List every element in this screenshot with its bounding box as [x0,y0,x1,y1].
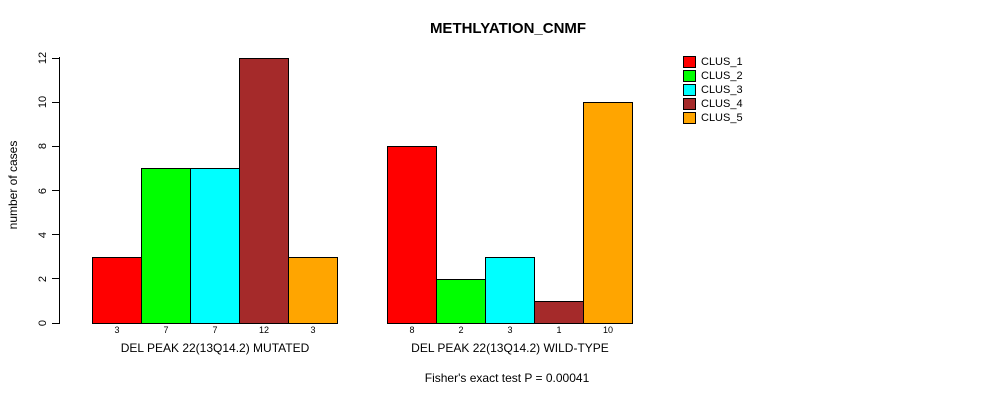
bar-value-label: 2 [458,325,464,335]
legend-item-clus_1: CLUS_1 [683,55,743,69]
y-axis-title: number of cases [6,140,20,230]
y-tick [52,322,59,324]
chart-title: METHLYATION_CNMF [429,20,587,37]
y-tick [52,190,59,191]
bar-clus_5-group1 [288,257,338,324]
legend-label-clus_1: CLUS_1 [701,56,743,68]
bar-clus_3-group1 [190,168,240,324]
legend-label-clus_4: CLUS_4 [701,98,743,110]
y-tick-label: 8 [37,143,49,150]
bar-clus_1-group2 [387,146,437,324]
legend-label-clus_3: CLUS_3 [701,84,743,96]
bar-value-label: 3 [507,325,513,335]
y-tick [52,57,59,59]
legend-label-clus_5: CLUS_5 [701,112,743,124]
bar-value-label: 8 [409,325,415,335]
bar-value-label: 3 [310,325,316,335]
bar-value-label: 7 [212,325,218,335]
bar-clus_3-group2 [485,257,535,324]
group-axis-label: DEL PEAK 22(13Q14.2) WILD-TYPE [411,341,609,355]
bar-value-label: 10 [602,325,613,335]
y-tick [52,234,59,236]
group-axis-label: DEL PEAK 22(13Q14.2) MUTATED [120,341,310,355]
y-tick-label: 2 [37,275,49,282]
bar-value-label: 7 [163,325,169,335]
legend-item-clus_2: CLUS_2 [683,69,743,83]
y-axis-line [59,57,60,324]
legend-label-clus_2: CLUS_2 [701,70,743,82]
legend-swatch-clus_2 [683,70,696,82]
bar-clus_1-group1 [92,257,142,324]
legend-item-clus_5: CLUS_5 [683,111,743,125]
bar-clus_2-group1 [141,168,191,324]
y-tick-label: 4 [37,231,49,238]
y-tick-label: 12 [37,51,49,65]
y-tick [52,101,59,103]
legend-swatch-clus_1 [683,56,696,68]
legend-item-clus_4: CLUS_4 [683,97,743,111]
legend-swatch-clus_3 [683,84,696,96]
bar-clus_4-group2 [534,301,584,324]
y-tick-label: 6 [37,187,49,194]
y-tick-label: 0 [37,319,49,327]
bar-value-label: 1 [556,325,562,335]
bar-value-label: 3 [114,325,120,335]
legend-item-clus_3: CLUS_3 [683,83,743,97]
bar-clus_4-group1 [239,58,289,324]
bar-value-label: 12 [258,325,269,335]
legend-swatch-clus_5 [683,112,696,124]
legend-swatch-clus_4 [683,98,696,110]
y-tick [52,278,59,280]
y-tick [52,145,59,147]
bar-clus_2-group2 [436,279,486,324]
bar-clus_5-group2 [583,102,633,324]
legend: CLUS_1 CLUS_2 CLUS_3 CLUS_4 CLUS_5 [683,55,743,125]
y-tick-label: 10 [37,96,49,109]
fisher-test-note: Fisher's exact test P = 0.00041 [424,371,590,385]
